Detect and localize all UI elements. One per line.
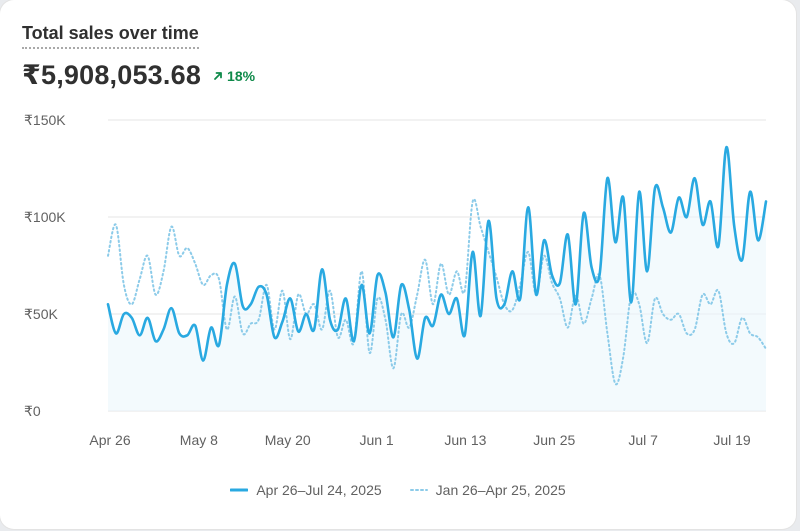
x-tick-label: Jun 13 — [444, 432, 486, 448]
arrow-up-right-icon — [214, 71, 222, 80]
y-tick-label: ₹0 — [24, 403, 41, 419]
legend-label-current: Apr 26–Jul 24, 2025 — [256, 482, 382, 498]
series-line-current[interactable] — [106, 145, 768, 362]
change-badge: 18% — [213, 68, 255, 84]
card-title[interactable]: Total sales over time — [22, 22, 199, 49]
series-line-previous[interactable] — [107, 198, 767, 386]
solid-line-swatch-icon — [230, 488, 249, 492]
x-tick-label: Jun 25 — [533, 432, 575, 448]
x-axis-ticks: Apr 26 May 8 May 20 Jun 1 Jun 13 Jun 25 Jul 7 J… — [89, 432, 751, 448]
y-tick-label: ₹50K — [24, 306, 58, 322]
line-chart[interactable]: ₹0 ₹50K ₹100K ₹150K Apr 26 May 8 May 20 Jun 1 J… — [0, 0, 796, 470]
legend-label-previous: Jan 26–Apr 25, 2025 — [435, 482, 566, 498]
dotted-line-swatch-icon — [409, 489, 428, 491]
total-sales-value: ₹5,908,053.68 — [22, 60, 202, 90]
legend: Apr 26–Jul 24, 2025 Jan 26–Apr 25, 2025 — [0, 482, 796, 498]
x-tick-label: May 20 — [265, 432, 311, 448]
y-axis-ticks: ₹0 ₹50K ₹100K ₹150K — [24, 112, 66, 419]
x-tick-label: Jul 7 — [628, 432, 658, 448]
series-area-current — [108, 147, 766, 412]
x-tick-label: Jul 19 — [713, 432, 751, 448]
legend-item-previous[interactable]: Jan 26–Apr 25, 2025 — [409, 482, 566, 498]
legend-item-current[interactable]: Apr 26–Jul 24, 2025 — [230, 482, 382, 498]
x-tick-label: Jun 1 — [359, 432, 393, 448]
change-percent: 18% — [227, 67, 256, 84]
x-tick-label: May 8 — [180, 432, 218, 448]
headline: ₹5,908,053.68 18% — [22, 60, 255, 91]
series — [106, 145, 768, 412]
x-tick-label: Apr 26 — [89, 432, 130, 448]
y-tick-label: ₹100K — [24, 209, 66, 225]
y-tick-label: ₹150K — [24, 112, 66, 128]
